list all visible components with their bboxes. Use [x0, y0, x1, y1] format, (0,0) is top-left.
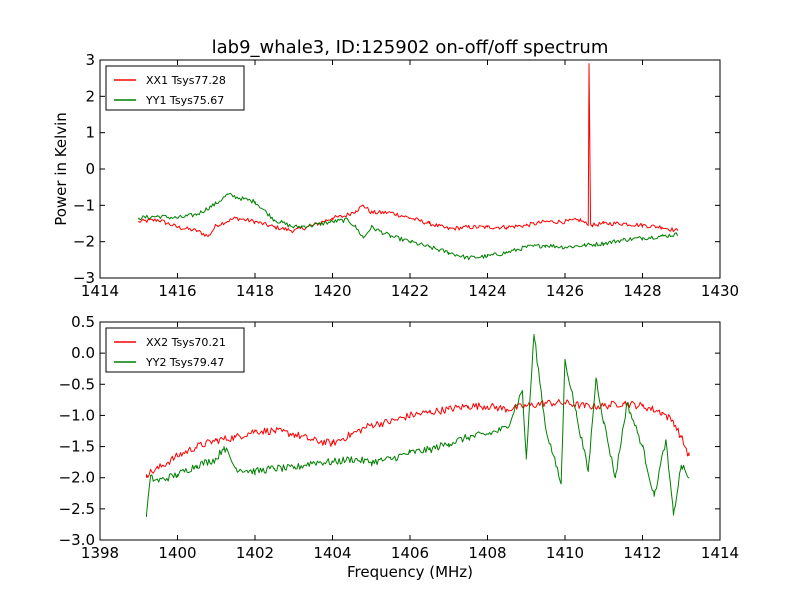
bottom-legend: [105, 327, 245, 373]
bottom-y-tick-label: 0.0: [71, 344, 95, 362]
bottom-y-tick-label: 0.5: [71, 313, 95, 331]
top-series-line-1: [138, 63, 678, 237]
bottom-x-tick-label: 1414: [701, 544, 739, 562]
top-x-tick-label: 1422: [391, 282, 429, 300]
top-x-tick-label: 1418: [236, 282, 274, 300]
bottom-x-tick-label: 1400: [158, 544, 196, 562]
bottom-spectrum-panel: 1398 1400 1402 1404 1406 1408 1410 1412 1414 −3.0…: [59, 313, 740, 562]
top-x-tick-label: 1424: [468, 282, 506, 300]
bottom-x-tick-label: 1398: [81, 544, 119, 562]
bottom-x-tick-label: 1406: [391, 544, 429, 562]
top-x-tick-label: 1428: [623, 282, 661, 300]
top-legend-label-1: XX1 Tsys77.28: [146, 74, 226, 87]
top-x-tick-label: 1416: [158, 282, 196, 300]
bottom-legend-label-2: YY2 Tsys79.47: [145, 356, 224, 369]
bottom-x-tick-label: 1412: [623, 544, 661, 562]
bottom-y-tick-label: −2.0: [59, 469, 95, 487]
x-axis-label-bottom: Frequency (MHz): [347, 563, 473, 581]
top-y-tick-label: 0: [85, 160, 95, 178]
chart-title: lab9_whale3, ID:125902 on-off/off spectr…: [212, 37, 609, 58]
bottom-x-tick-label: 1410: [546, 544, 584, 562]
y-axis-label-top: Power in Kelvin: [52, 112, 70, 226]
bottom-y-tick-label: −2.5: [59, 500, 95, 518]
top-x-tick-label: 1420: [313, 282, 351, 300]
top-y-tick-label: −2: [73, 233, 95, 251]
bottom-y-tick-label: −1.5: [59, 438, 95, 456]
top-x-tick-label: 1430: [701, 282, 739, 300]
bottom-y-tick-label: −0.5: [59, 375, 95, 393]
top-spectrum-panel: 1414 1416 1418 1420 1422 1424 1426 1428 1430 −3 −2…: [73, 51, 739, 300]
top-y-tick-label: −3: [73, 269, 95, 287]
top-y-tick-label: 1: [85, 124, 95, 142]
bottom-y-tick-label: −3.0: [59, 531, 95, 549]
bottom-x-tick-label: 1404: [313, 544, 351, 562]
bottom-y-tick-label: −1.0: [59, 406, 95, 424]
top-y-tick-label: 2: [85, 87, 95, 105]
top-legend-label-2: YY1 Tsys75.67: [145, 94, 224, 107]
bottom-series-line-2: [146, 333, 690, 517]
top-y-tick-label: −1: [73, 196, 95, 214]
bottom-legend-label-1: XX2 Tsys70.21: [146, 336, 226, 349]
top-legend: [105, 65, 245, 111]
top-x-tick-label: 1414: [81, 282, 119, 300]
top-x-tick-label: 1426: [546, 282, 584, 300]
top-y-tick-label: 3: [85, 51, 95, 69]
bottom-x-tick-label: 1402: [236, 544, 274, 562]
bottom-x-tick-label: 1408: [468, 544, 506, 562]
top-series-line-2: [138, 192, 678, 261]
